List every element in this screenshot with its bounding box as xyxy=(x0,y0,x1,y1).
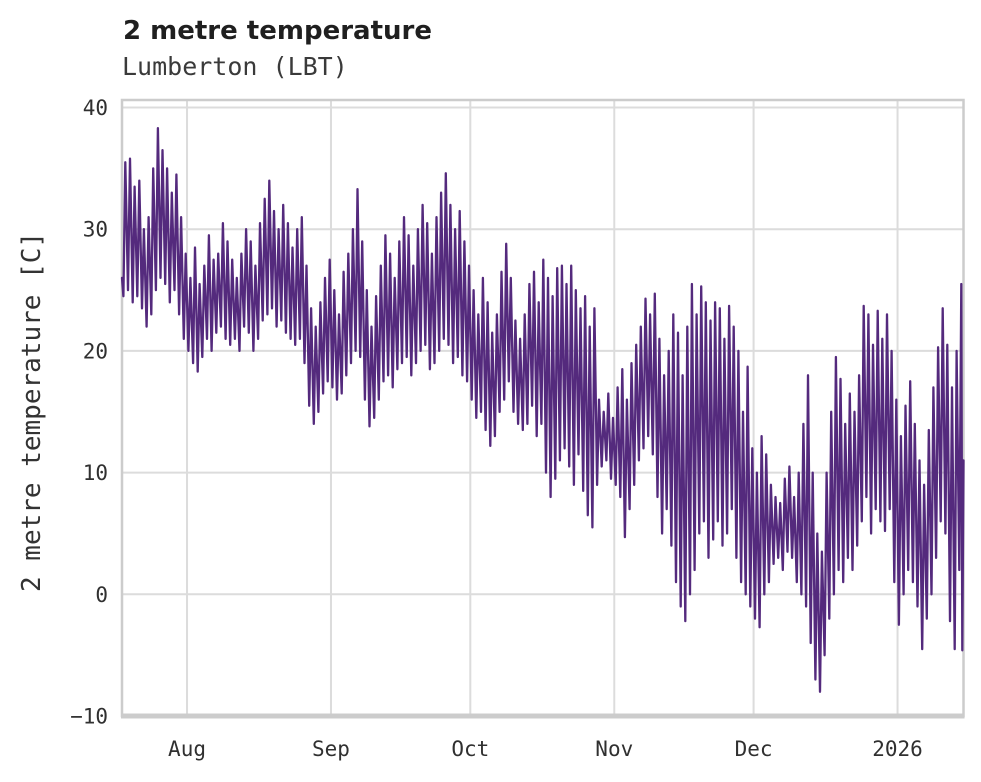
y-tick-label: 30 xyxy=(83,218,108,242)
x-tick-label: Dec xyxy=(735,737,773,761)
y-tick-label: 20 xyxy=(83,339,108,363)
x-tick-label: 2026 xyxy=(872,737,923,761)
x-tick-label: Oct xyxy=(451,737,489,761)
chart-subtitle: Lumberton (LBT) xyxy=(122,52,348,81)
y-tick-label: 10 xyxy=(83,461,108,485)
y-tick-label: 0 xyxy=(95,583,108,607)
x-tick-label: Aug xyxy=(168,737,206,761)
x-tick-label: Sep xyxy=(312,737,350,761)
x-tick-label: Nov xyxy=(595,737,633,761)
chart-title: 2 metre temperature xyxy=(123,16,432,46)
y-tick-label: −10 xyxy=(70,705,108,729)
y-tick-label: 40 xyxy=(83,96,108,120)
temperature-line xyxy=(120,127,965,693)
